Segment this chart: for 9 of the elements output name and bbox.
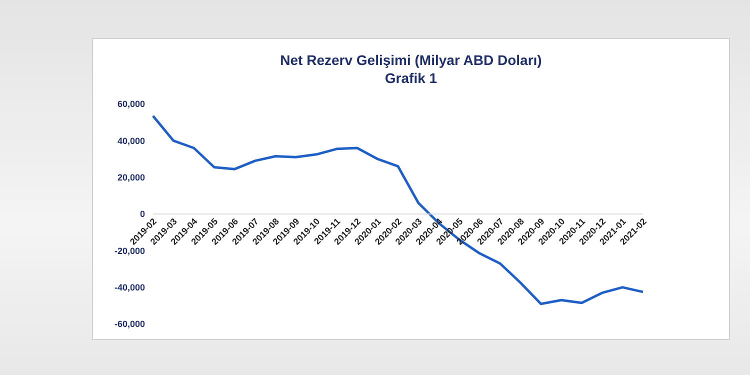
y-tick-label: -60,000 [114,319,145,330]
y-tick-label: -40,000 [114,282,145,293]
chart-title: Net Rezerv Gelişimi (Milyar ABD Doları) [279,51,543,69]
y-tick-label: 60,000 [117,99,145,110]
chart-subtitle: Grafik 1 [384,69,438,87]
y-tick-label: 0 [140,209,145,220]
y-tick-label: 20,000 [117,172,145,183]
y-tick-label: -20,000 [114,246,145,256]
y-tick-label: 40,000 [117,136,145,146]
